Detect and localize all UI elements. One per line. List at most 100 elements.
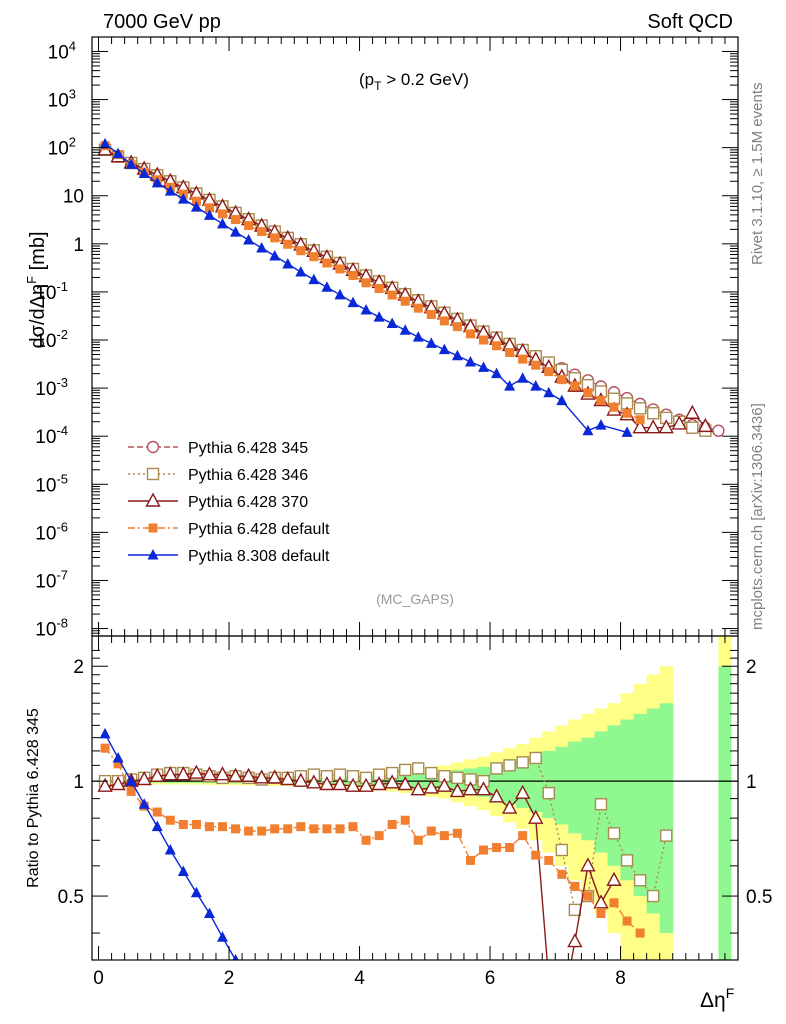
y-tick-label: 10-6	[35, 519, 68, 544]
mc-band-inner	[594, 731, 608, 853]
data-point	[475, 781, 492, 796]
data-point	[386, 317, 398, 329]
data-point	[164, 185, 176, 196]
series-p370	[97, 764, 622, 960]
data-point	[516, 756, 529, 769]
data-point	[425, 337, 437, 348]
data-point	[257, 826, 267, 836]
collision-label: 7000 GeV pp	[103, 11, 221, 33]
data-point	[218, 822, 228, 832]
data-point	[658, 419, 674, 434]
data-point	[334, 288, 346, 300]
data-point	[348, 822, 358, 832]
y-tick-label: 10-5	[35, 471, 68, 496]
data-point	[347, 296, 359, 308]
data-point	[686, 421, 699, 434]
data-point	[633, 874, 647, 887]
data-point	[113, 759, 123, 769]
data-point	[100, 743, 110, 753]
mc-band-inner	[542, 750, 556, 819]
data-point	[335, 824, 345, 834]
data-point	[425, 766, 438, 780]
mc-band-inner	[529, 755, 543, 813]
y-tick-label: 10-8	[35, 616, 68, 641]
data-point	[426, 309, 436, 319]
data-point	[529, 751, 542, 765]
data-point	[517, 372, 529, 383]
y-tick-label: 10-2	[35, 327, 68, 352]
data-point	[256, 241, 268, 253]
data-point	[570, 881, 580, 891]
data-point	[177, 193, 189, 204]
mc-band-inner	[607, 725, 622, 866]
data-point	[451, 771, 464, 785]
data-point	[646, 407, 660, 420]
data-point	[244, 221, 254, 231]
mc-band-inner	[659, 703, 674, 934]
data-point	[191, 819, 201, 829]
y-tick-label-right: 0.5	[746, 887, 772, 908]
data-point	[543, 386, 555, 398]
data-point	[231, 215, 241, 225]
data-point	[361, 835, 371, 845]
y-tick-label: 10-1	[35, 279, 68, 304]
data-point	[136, 771, 152, 786]
data-point	[296, 246, 306, 256]
x-tick-label: 6	[485, 968, 496, 989]
data-point	[580, 857, 596, 872]
y-tick-label-right: 2	[746, 657, 757, 678]
plot-frame	[91, 635, 739, 961]
data-point	[345, 777, 361, 792]
y-tick-label: 1	[73, 235, 84, 256]
analysis-annotation: (MC_GAPS)	[376, 591, 454, 607]
data-point	[400, 296, 410, 306]
mcplots-info: mcplots.cern.ch [arXiv:1306.3436]	[749, 403, 766, 630]
data-point	[478, 361, 490, 372]
data-point	[488, 788, 505, 803]
data-point	[439, 316, 449, 326]
data-point	[595, 419, 607, 430]
data-point	[697, 417, 714, 433]
data-point	[164, 844, 176, 855]
data-point	[556, 394, 568, 406]
data-point	[309, 824, 319, 834]
data-point	[203, 209, 215, 220]
data-point	[138, 798, 150, 809]
y-axis-label: dσ/dΔηF [mb]	[24, 231, 49, 348]
data-point	[282, 258, 294, 269]
data-point	[530, 380, 542, 391]
data-point	[505, 843, 515, 853]
data-point	[620, 854, 634, 867]
mc-band-inner	[633, 713, 648, 897]
data-point	[596, 396, 606, 406]
data-point	[374, 283, 384, 293]
data-point	[253, 769, 270, 784]
data-point	[319, 776, 335, 791]
data-point	[570, 381, 580, 391]
mc-band-inner	[568, 741, 582, 834]
data-point	[438, 343, 450, 355]
data-point	[178, 819, 188, 829]
data-point	[503, 759, 516, 772]
data-point	[270, 233, 280, 243]
data-point	[583, 388, 593, 398]
data-point	[269, 249, 281, 261]
series-line	[105, 772, 615, 960]
y-tick-label: 104	[48, 38, 76, 63]
data-point	[645, 419, 661, 434]
data-point	[112, 147, 124, 159]
legend-label: Pythia 6.428 346	[188, 467, 308, 484]
data-point	[449, 782, 466, 798]
x-axis-label: ΔηF	[700, 985, 734, 1012]
y-tick-label: 2	[73, 657, 84, 678]
data-point	[387, 819, 397, 829]
data-point	[557, 869, 567, 879]
mc-band-inner	[503, 760, 517, 805]
data-point	[125, 158, 137, 169]
cut-annotation: (pT > 0.2 GeV)	[359, 70, 469, 93]
legend-marker	[148, 523, 158, 533]
y-tick-label: 102	[48, 135, 76, 160]
data-point	[387, 290, 397, 300]
data-point	[348, 270, 358, 280]
data-point	[412, 762, 425, 775]
